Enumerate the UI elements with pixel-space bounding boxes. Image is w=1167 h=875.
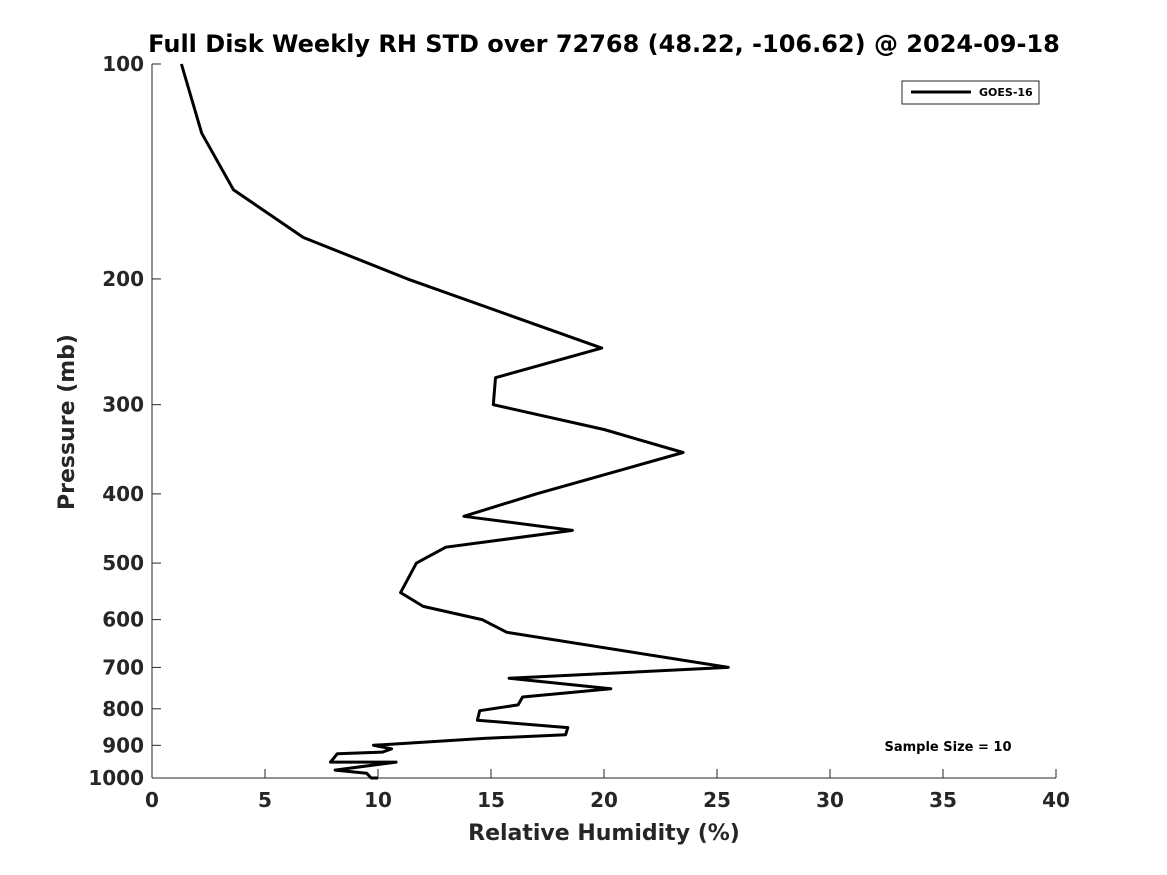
x-ticks: 0 5 10 15 20 25 30 35 40 (145, 769, 1070, 812)
x-tick-label: 20 (590, 788, 618, 812)
y-tick-label: 900 (102, 733, 144, 757)
y-tick-label: 400 (102, 482, 144, 506)
x-tick-label: 40 (1042, 788, 1070, 812)
y-tick-label: 700 (102, 655, 144, 679)
x-tick-label: 35 (929, 788, 957, 812)
series-layer (179, 63, 730, 780)
legend-entry: GOES-16 (979, 86, 1033, 99)
y-tick-label: 1000 (88, 766, 144, 790)
y-tick-label: 800 (102, 697, 144, 721)
y-tick-label: 100 (102, 52, 144, 76)
x-axis-label: Relative Humidity (%) (468, 821, 740, 846)
series-line-goes-16 (179, 63, 730, 780)
x-tick-label: 15 (477, 788, 505, 812)
x-tick-label: 0 (145, 788, 159, 812)
plot-frame (152, 64, 1056, 778)
y-tick-label: 200 (102, 267, 144, 291)
chart-title: Full Disk Weekly RH STD over 72768 (48.2… (148, 30, 1060, 58)
sample-size-annotation: Sample Size = 10 (884, 740, 1011, 755)
x-tick-label: 10 (364, 788, 392, 812)
y-tick-label: 600 (102, 608, 144, 632)
x-tick-label: 30 (816, 788, 844, 812)
legend: GOES-16 (901, 80, 1040, 105)
y-ticks: 100 200 300 400 500 600 700 800 900 1000 (88, 52, 161, 790)
x-tick-label: 25 (703, 788, 731, 812)
y-axis-label: Pressure (mb) (55, 334, 80, 510)
plot-area: 0 5 10 15 20 25 30 35 40 100 200 300 400 500 600 700 80… (88, 52, 1070, 812)
x-tick-label: 5 (258, 788, 272, 812)
y-tick-label: 500 (102, 551, 144, 575)
y-tick-label: 300 (102, 393, 144, 417)
